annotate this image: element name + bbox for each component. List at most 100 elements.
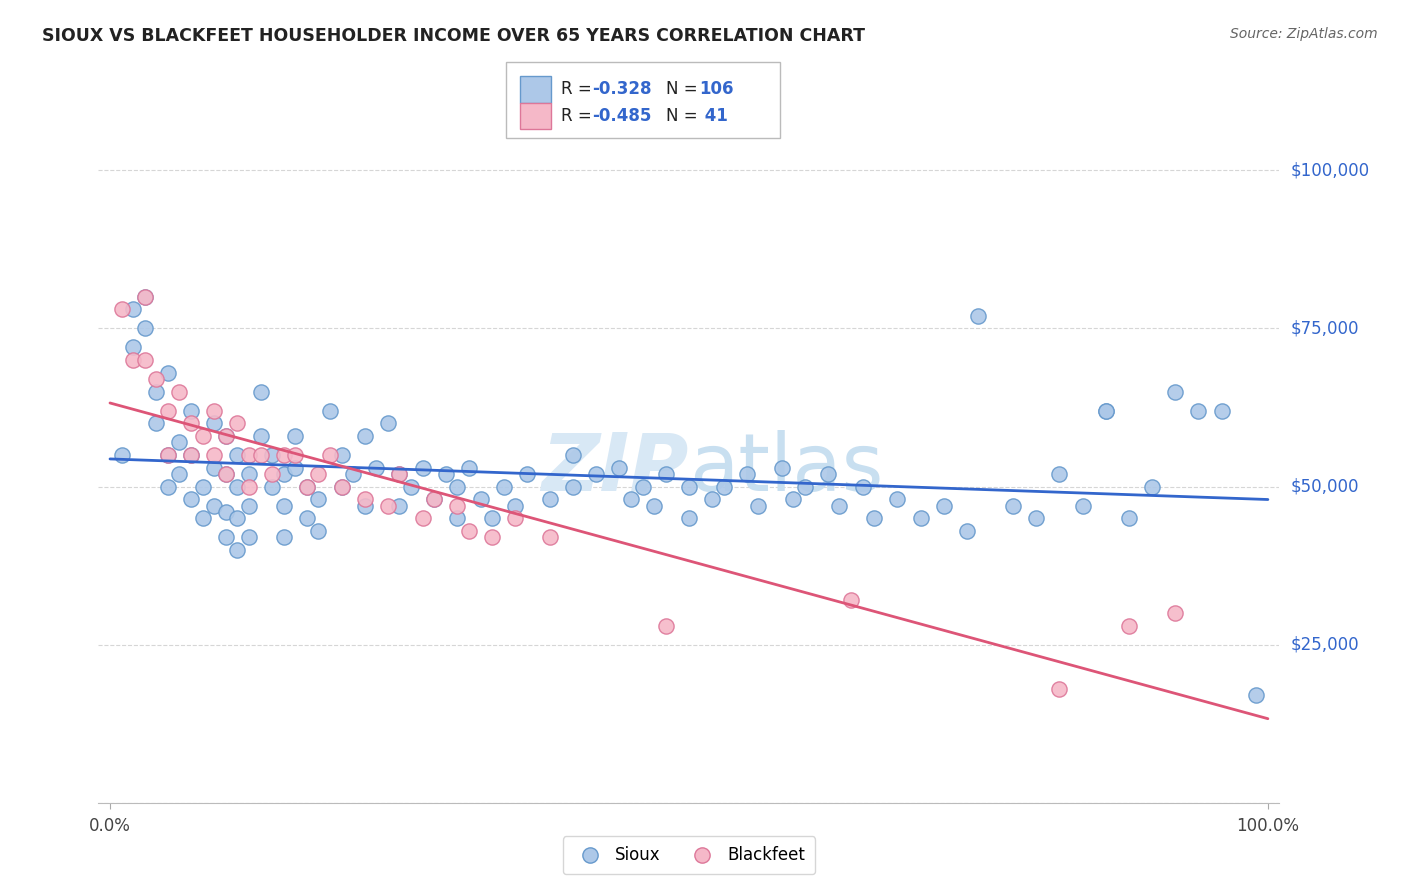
Point (353, 499, 375, 513)
Point (110, 302, 132, 317)
Point (434, 467, 457, 481)
Text: N =: N = (666, 107, 703, 125)
Point (238, 479, 260, 493)
Text: N =: N = (666, 80, 703, 98)
Point (562, 479, 585, 493)
Point (458, 524, 481, 538)
Point (330, 479, 353, 493)
Point (249, 429, 271, 443)
Point (202, 403, 225, 417)
Point (180, 448, 202, 462)
Point (262, 479, 284, 493)
Point (1094, 403, 1116, 417)
Point (538, 530, 561, 544)
Point (932, 499, 955, 513)
Point (886, 492, 908, 507)
Point (366, 460, 388, 475)
Point (458, 460, 481, 475)
Point (307, 467, 329, 481)
Point (388, 467, 411, 481)
Point (770, 460, 793, 475)
Point (169, 467, 191, 481)
Point (273, 467, 295, 481)
Point (585, 467, 607, 481)
Point (273, 448, 295, 462)
Point (678, 479, 700, 493)
Point (388, 467, 411, 481)
Point (145, 372, 167, 386)
Point (852, 479, 875, 493)
Text: ZIP: ZIP (541, 430, 689, 508)
Point (538, 492, 561, 507)
Point (262, 448, 284, 462)
Point (353, 429, 375, 443)
Point (1025, 511, 1047, 525)
Point (1071, 499, 1094, 513)
Point (1049, 681, 1071, 696)
Point (307, 524, 329, 538)
Point (412, 511, 434, 525)
Point (1246, 688, 1268, 702)
Text: -0.485: -0.485 (592, 107, 651, 125)
Point (353, 492, 375, 507)
Text: $100,000: $100,000 (1291, 161, 1369, 179)
Point (295, 479, 318, 493)
Point (134, 353, 156, 368)
Point (910, 511, 932, 525)
Point (122, 353, 145, 368)
Point (156, 403, 179, 417)
Point (1164, 384, 1187, 399)
Point (284, 429, 307, 443)
Point (180, 492, 202, 507)
Point (319, 403, 342, 417)
Point (215, 429, 238, 443)
Legend: Sioux, Blackfeet: Sioux, Blackfeet (562, 837, 815, 874)
Point (1164, 606, 1187, 620)
Point (481, 511, 503, 525)
Point (191, 511, 214, 525)
Point (631, 479, 654, 493)
Point (481, 530, 503, 544)
Point (735, 467, 758, 481)
Point (295, 511, 318, 525)
Point (226, 479, 249, 493)
Point (273, 530, 295, 544)
Text: -0.328: -0.328 (592, 80, 651, 98)
Point (145, 384, 167, 399)
Point (967, 309, 990, 323)
Point (446, 479, 468, 493)
Point (122, 302, 145, 317)
Point (388, 499, 411, 513)
Point (191, 479, 214, 493)
Point (215, 530, 238, 544)
Text: R =: R = (561, 107, 598, 125)
Point (307, 492, 329, 507)
Point (226, 511, 249, 525)
Point (609, 460, 631, 475)
Point (1211, 403, 1233, 417)
Text: SIOUX VS BLACKFEET HOUSEHOLDER INCOME OVER 65 YEARS CORRELATION CHART: SIOUX VS BLACKFEET HOUSEHOLDER INCOME OV… (42, 27, 865, 45)
Point (747, 499, 769, 513)
Text: Source: ZipAtlas.com: Source: ZipAtlas.com (1230, 27, 1378, 41)
Point (284, 448, 307, 462)
Point (713, 479, 735, 493)
Point (238, 499, 260, 513)
Point (446, 499, 468, 513)
Point (169, 435, 191, 450)
Point (284, 460, 307, 475)
Point (1094, 403, 1116, 417)
Point (956, 524, 979, 538)
Point (516, 467, 538, 481)
Point (156, 479, 179, 493)
Point (423, 492, 446, 507)
Point (839, 593, 862, 607)
Text: $25,000: $25,000 (1291, 636, 1360, 654)
Text: $75,000: $75,000 (1291, 319, 1360, 337)
Point (238, 467, 260, 481)
Point (249, 448, 271, 462)
Point (202, 448, 225, 462)
Point (202, 499, 225, 513)
Point (817, 467, 839, 481)
Point (1187, 403, 1209, 417)
Point (412, 460, 434, 475)
